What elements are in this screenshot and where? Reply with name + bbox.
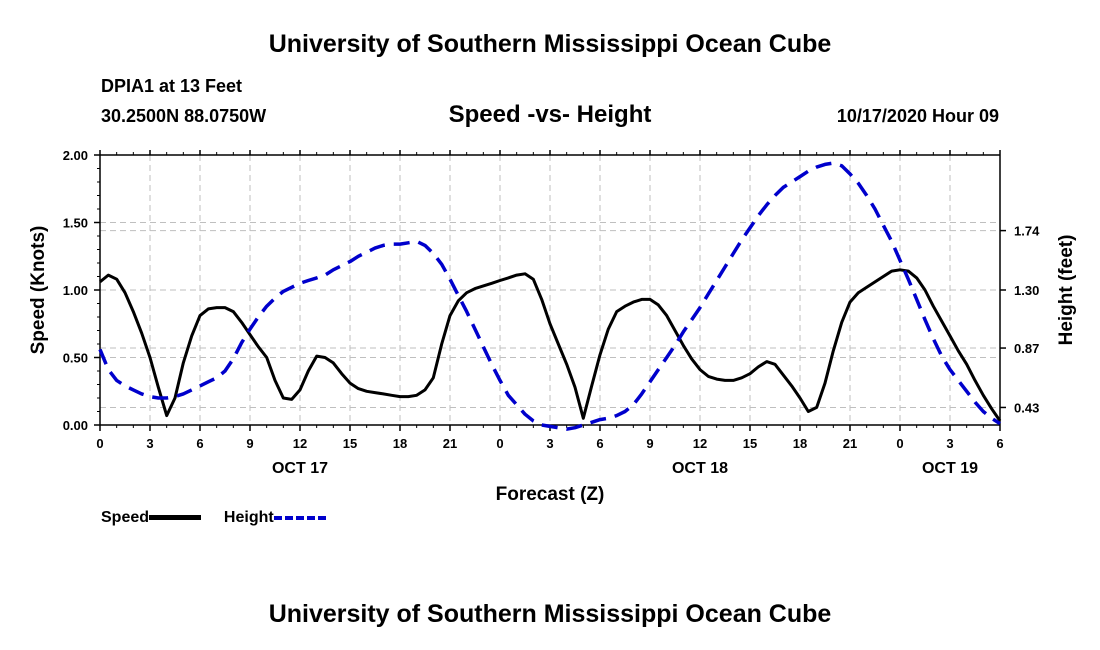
- legend-height-swatch: [273, 515, 326, 520]
- speed-series-line: [99, 268, 1002, 422]
- date-label: OCT 17: [272, 460, 328, 477]
- coordinates-label: 30.2500N 88.0750W: [101, 106, 267, 126]
- date-label: OCT 19: [922, 460, 978, 477]
- height-series-line: [98, 161, 1001, 431]
- x-tick-label: 6: [996, 436, 1003, 451]
- legend-speed-label: Speed: [101, 509, 150, 526]
- top-title: University of Southern Mississippi Ocean…: [268, 30, 832, 58]
- bottom-title: University of Southern Mississippi Ocean…: [268, 600, 832, 628]
- x-tick-label: 15: [343, 436, 357, 451]
- date-label: OCT 18: [672, 460, 728, 477]
- x-tick-label: 3: [146, 436, 153, 451]
- y-tick-label: 0.00: [63, 418, 88, 433]
- y2-axis-label: Height (feet): [1056, 235, 1077, 346]
- x-tick-label: 6: [596, 436, 603, 451]
- y2-tick-label: 1.74: [1014, 224, 1040, 239]
- legend: Speed Height: [101, 509, 326, 527]
- legend-speed-swatch: [149, 515, 202, 521]
- grid: [100, 155, 1000, 425]
- x-tick-label: 0: [96, 436, 103, 451]
- y-tick-label: 1.50: [63, 216, 88, 231]
- y2-tick-label: 1.30: [1014, 283, 1039, 298]
- chart-subtitle: Speed -vs- Height: [448, 101, 652, 128]
- y-axis-label: Speed (Knots): [28, 226, 49, 355]
- x-tick-label: 12: [293, 436, 307, 451]
- y-tick-label: 0.50: [63, 351, 88, 366]
- x-tick-label: 15: [743, 436, 757, 451]
- x-tick-label: 18: [793, 436, 807, 451]
- series: [98, 161, 1002, 431]
- y2-tick-label: 0.87: [1014, 341, 1039, 356]
- datetime-label: 10/17/2020 Hour 09: [836, 106, 999, 126]
- x-tick-label: 21: [443, 436, 457, 451]
- station-label: DPIA1 at 13 Feet: [101, 76, 243, 96]
- x-tick-label: 0: [896, 436, 903, 451]
- x-tick-label: 21: [843, 436, 857, 451]
- x-tick-label: 3: [546, 436, 553, 451]
- x-tick-label: 3: [946, 436, 953, 451]
- y-tick-label: 1.00: [63, 283, 88, 298]
- legend-height-label: Height: [223, 509, 274, 526]
- x-tick-label: 0: [496, 436, 503, 451]
- x-axis-label: Forecast (Z): [496, 484, 605, 505]
- x-tick-label: 9: [646, 436, 653, 451]
- y-tick-label: 2.00: [63, 148, 88, 163]
- axis-labels: 0 3 6 9 12 15 18 21 0 3 6 9 12 15 18 21 0 3 6 0.00 0.50 1.00 1…: [28, 148, 1077, 505]
- y2-tick-label: 0.43: [1014, 400, 1039, 415]
- x-tick-label: 6: [196, 436, 203, 451]
- x-tick-label: 18: [393, 436, 407, 451]
- x-tick-label: 9: [246, 436, 253, 451]
- x-tick-label: 12: [693, 436, 707, 451]
